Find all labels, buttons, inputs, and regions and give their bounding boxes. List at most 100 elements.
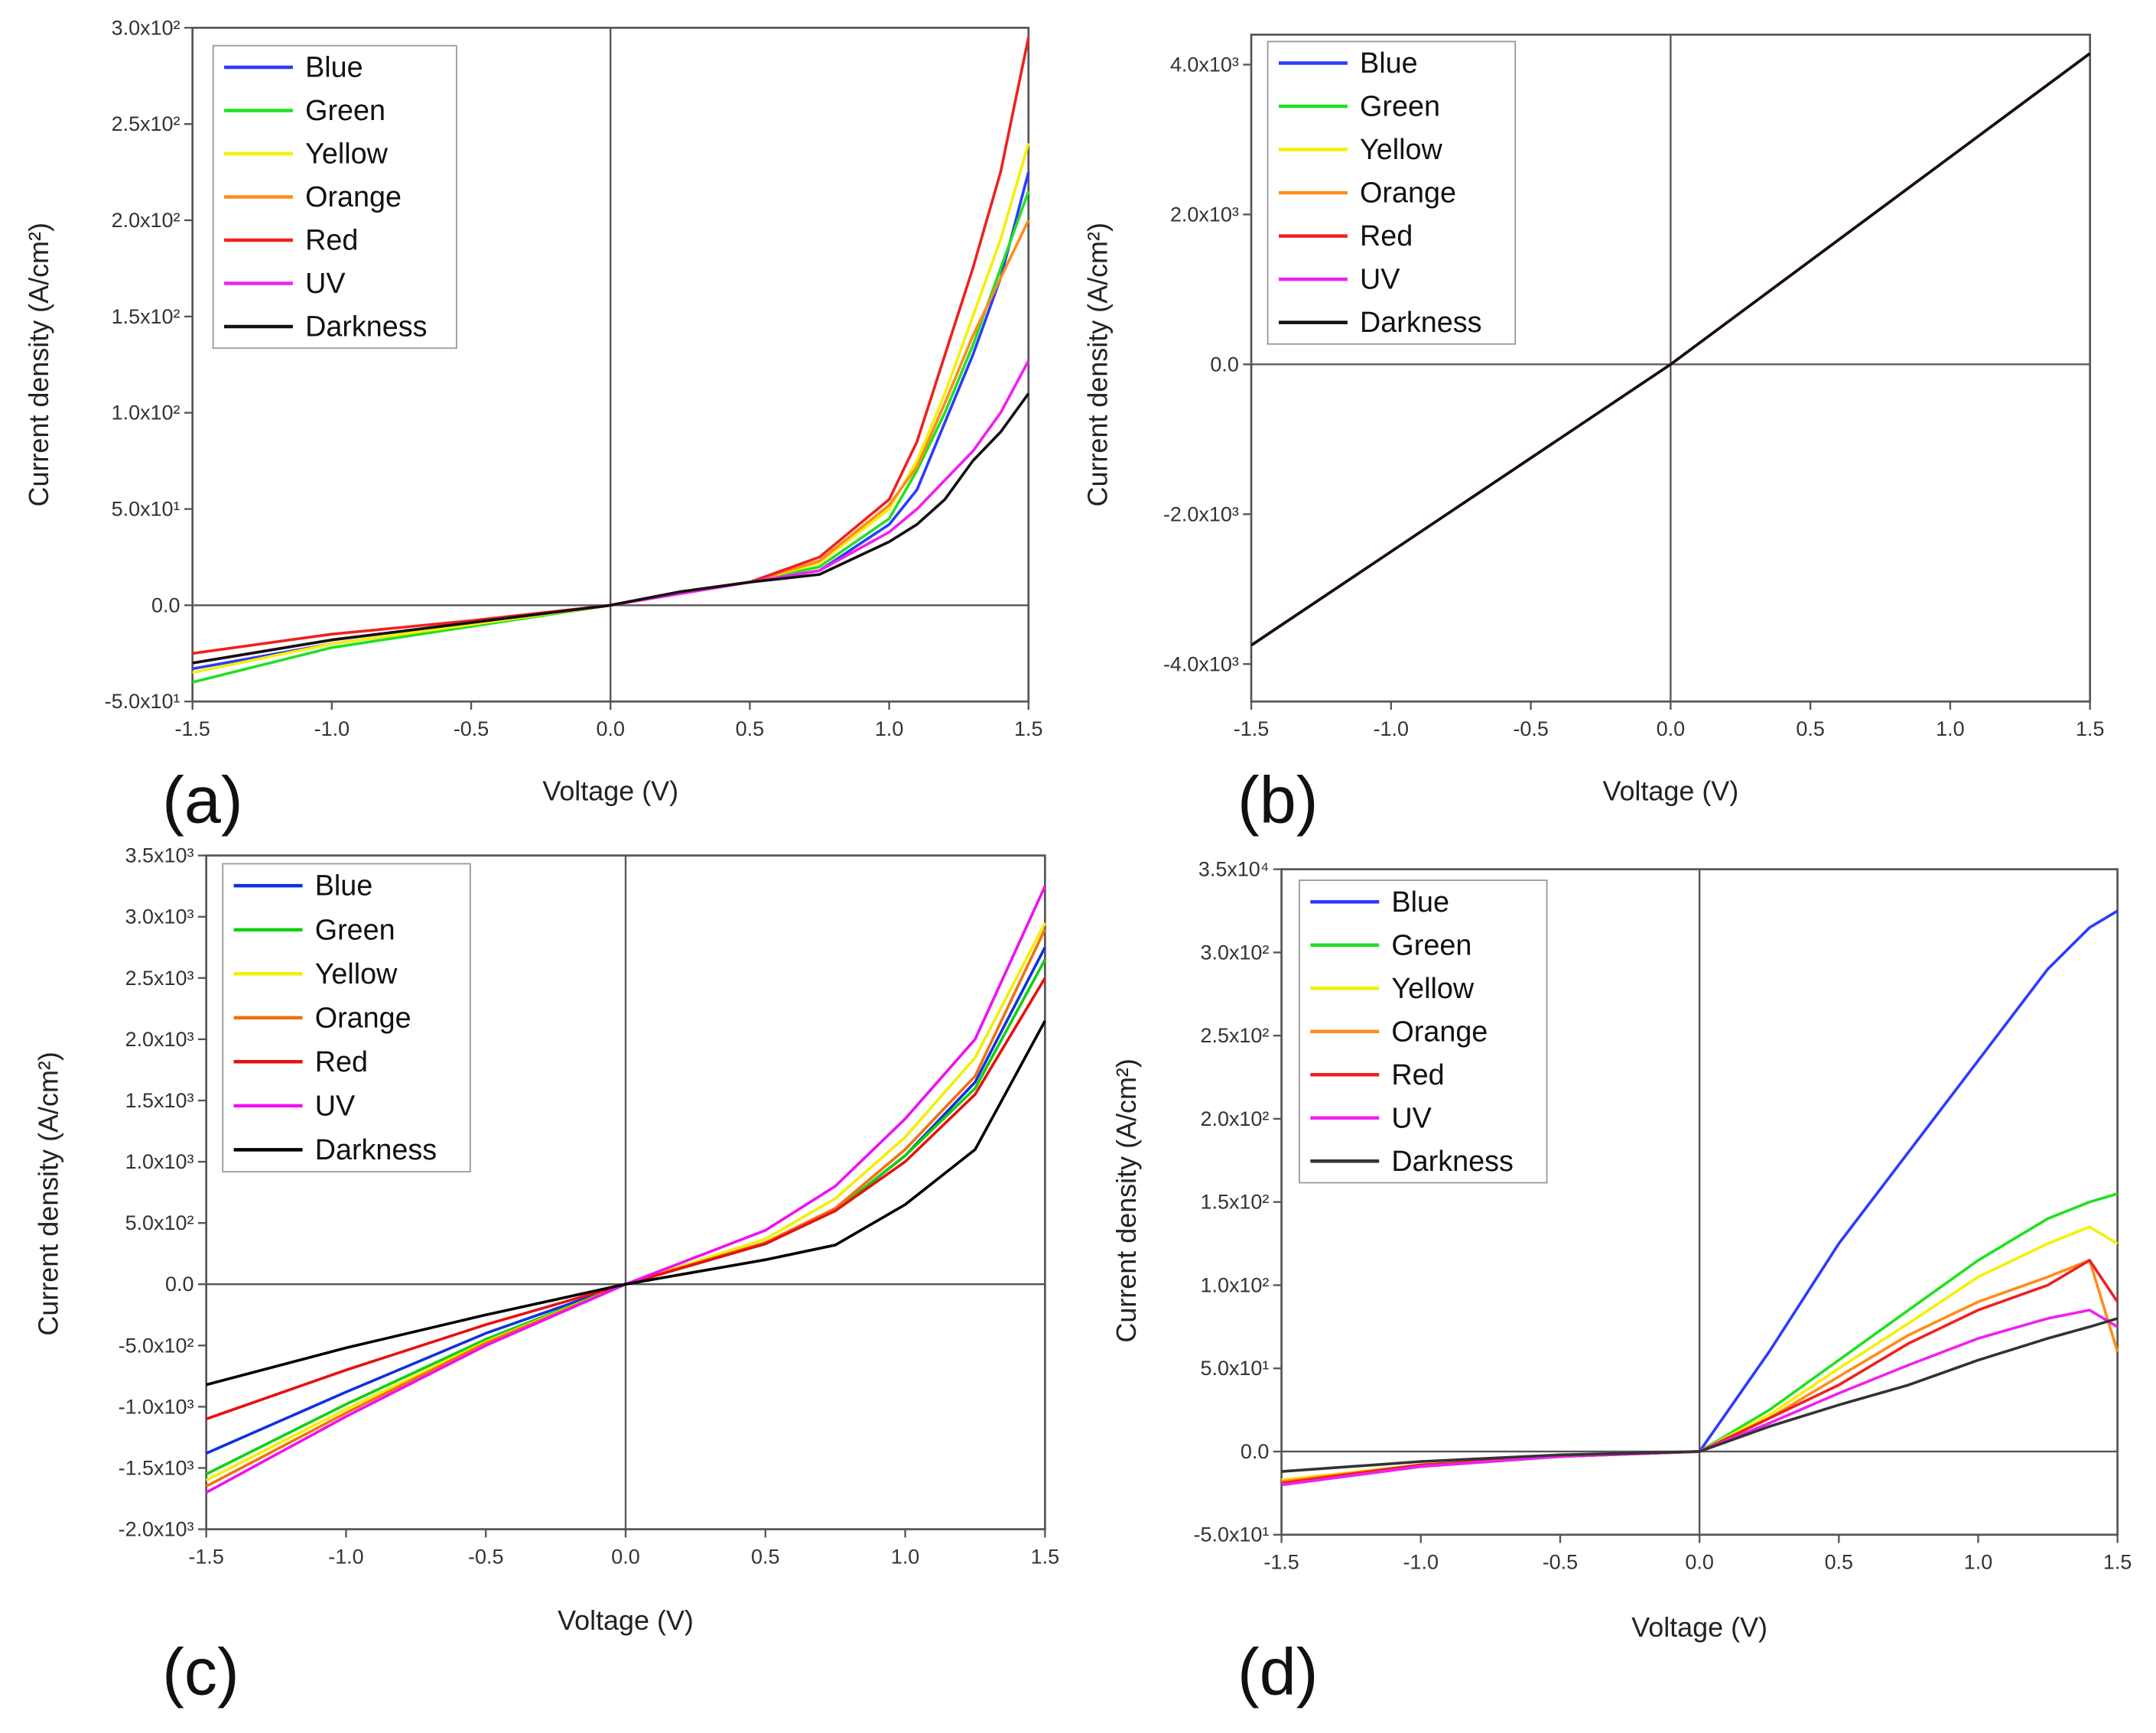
series-line-yellow xyxy=(192,142,1030,675)
y-tick-label: 5.0x10¹ xyxy=(112,498,180,521)
legend-label: Yellow xyxy=(315,958,398,990)
y-tick-label: 0.0 xyxy=(165,1273,193,1296)
legend-label: Darkness xyxy=(1391,1145,1513,1177)
y-tick-label: 1.0x10² xyxy=(112,402,180,424)
x-tick-label: 0.5 xyxy=(1825,1551,1853,1574)
legend-label: Orange xyxy=(1360,177,1456,209)
x-tick-label: 0.5 xyxy=(751,1546,779,1569)
x-tick-label: 0.0 xyxy=(597,717,625,740)
legend-label: Yellow xyxy=(1360,133,1442,165)
y-tick-label: 4.0x10³ xyxy=(1170,53,1239,76)
chart-panel-a: -1.5 -1.0 -0.5 0.0 0.5 1.0 1.5 3.0x10² 2.5x10² 2.… xyxy=(23,16,1043,837)
x-tick-label: -1.5 xyxy=(188,1546,223,1569)
x-axis-label: Voltage (V) xyxy=(542,775,678,807)
x-tick-label: -1.5 xyxy=(1234,717,1269,740)
series-line-uv xyxy=(1281,1309,2119,1487)
series-line-green xyxy=(192,190,1030,684)
x-tick-label: 1.5 xyxy=(1014,717,1042,740)
series-line-yellow xyxy=(205,922,1046,1482)
y-tick-label: -4.0x10³ xyxy=(1163,652,1239,675)
legend-label: Green xyxy=(1391,928,1471,961)
legend-label: Red xyxy=(315,1045,368,1078)
legend-label: Green xyxy=(315,913,395,945)
legend: Blue Green Yellow Orange Red UV Darkness xyxy=(222,863,471,1173)
panel-label: (b) xyxy=(1237,763,1318,837)
legend: Blue Green Yellow Orange Red UV Darkness xyxy=(1299,880,1548,1184)
legend-label: Green xyxy=(1360,90,1440,122)
legend-label: UV xyxy=(315,1089,356,1121)
legend-label: Red xyxy=(1391,1058,1444,1091)
series-line-darkness xyxy=(192,392,1030,665)
x-tick-label: 1.0 xyxy=(875,717,903,740)
legend: Blue Green Yellow Orange Red UV Darkness xyxy=(1267,41,1517,345)
legend-label: UV xyxy=(1391,1101,1432,1133)
x-tick-label: 1.5 xyxy=(2103,1551,2132,1574)
y-tick-label: 2.0x10² xyxy=(1200,1107,1269,1130)
x-tick-label: 1.0 xyxy=(1936,717,1964,740)
y-tick-label: 3.0x10³ xyxy=(125,906,194,928)
y-tick-label: 2.0x10³ xyxy=(125,1028,194,1051)
x-tick-label: -1.0 xyxy=(1403,1551,1439,1574)
y-tick-label: 1.5x10² xyxy=(112,305,180,328)
legend-label: Blue xyxy=(315,870,373,902)
y-tick-label: -1.0x10³ xyxy=(119,1395,194,1418)
y-tick-label: 2.0x10³ xyxy=(1170,203,1239,226)
y-tick-label: 1.0x10² xyxy=(1200,1273,1269,1296)
panel-label: (c) xyxy=(162,1635,239,1709)
legend-label: Orange xyxy=(1391,1015,1488,1047)
y-tick-label: 3.0x10² xyxy=(1200,941,1269,964)
y-tick-label: 2.5x10³ xyxy=(125,967,194,990)
x-tick-label: 0.0 xyxy=(1657,717,1685,740)
x-tick-label: -1.0 xyxy=(1374,717,1409,740)
x-tick-label: 0.5 xyxy=(736,717,764,740)
series-line-darkness xyxy=(206,1020,1046,1387)
y-tick-label: 2.5x10² xyxy=(112,112,180,135)
x-tick-label: 1.5 xyxy=(1031,1546,1059,1569)
legend-label: Red xyxy=(305,224,358,256)
chart-panel-c: -1.5 -1.0 -0.5 0.0 0.5 1.0 1.5 3.5x10³ 3.0x10³ 2.… xyxy=(33,844,1060,1709)
legend-label: Blue xyxy=(305,51,363,83)
x-tick-label: 1.0 xyxy=(1964,1551,1992,1574)
legend-label: Orange xyxy=(315,1001,411,1033)
legend: Blue Green Yellow Orange Red UV Darkness xyxy=(212,44,457,350)
y-axis-label: Current density (A/cm²) xyxy=(1081,223,1113,506)
x-axis-label: Voltage (V) xyxy=(1602,775,1738,807)
x-tick-label: -1.0 xyxy=(314,717,350,740)
y-tick-label: 1.5x10³ xyxy=(125,1089,194,1112)
panel-label: (d) xyxy=(1237,1635,1318,1709)
y-tick-label: 1.5x10² xyxy=(1200,1191,1269,1214)
series-line-uv xyxy=(205,885,1046,1494)
y-tick-label: 1.0x10³ xyxy=(125,1150,194,1173)
y-tick-label: 0.0 xyxy=(1210,353,1238,376)
series-line-darkness xyxy=(1250,52,2091,647)
y-tick-label: -2.0x10³ xyxy=(119,1518,194,1541)
x-tick-label: 0.5 xyxy=(1796,717,1824,740)
series-line-red xyxy=(206,977,1046,1421)
y-tick-label: 0.0 xyxy=(1241,1440,1269,1463)
legend-label: Green xyxy=(305,94,385,126)
y-tick-label: -5.0x10¹ xyxy=(105,690,180,713)
y-tick-label: 5.0x10² xyxy=(125,1211,194,1234)
series-line-darkness xyxy=(1281,1317,2119,1473)
x-axis-label: Voltage (V) xyxy=(558,1605,694,1636)
legend-label: Blue xyxy=(1360,47,1418,79)
y-tick-label: -2.0x10³ xyxy=(1163,502,1239,525)
y-tick-label: 5.0x10¹ xyxy=(1200,1357,1269,1380)
legend-label: Darkness xyxy=(1360,306,1481,338)
x-tick-label: -1.5 xyxy=(1263,1551,1299,1574)
chart-panel-b: -1.5 -1.0 -0.5 0.0 0.5 1.0 1.5 4.0x10³ 2.0x10³ 0.… xyxy=(1081,33,2104,837)
legend-label: Orange xyxy=(305,180,402,213)
legend-label: Red xyxy=(1360,219,1413,252)
x-axis-label: Voltage (V) xyxy=(1631,1611,1767,1643)
legend-label: Darkness xyxy=(315,1133,437,1166)
x-tick-label: 1.5 xyxy=(2076,717,2104,740)
x-tick-label: -0.5 xyxy=(1543,1551,1578,1574)
legend-label: Darkness xyxy=(305,311,427,343)
y-tick-label: 3.5x10⁴ xyxy=(1198,858,1270,881)
legend-label: Blue xyxy=(1391,886,1449,918)
x-tick-label: 1.0 xyxy=(891,1546,919,1569)
y-axis-label: Current density (A/cm²) xyxy=(33,1052,64,1335)
y-tick-label: -5.0x10¹ xyxy=(1194,1523,1270,1546)
legend-label: UV xyxy=(305,267,346,299)
